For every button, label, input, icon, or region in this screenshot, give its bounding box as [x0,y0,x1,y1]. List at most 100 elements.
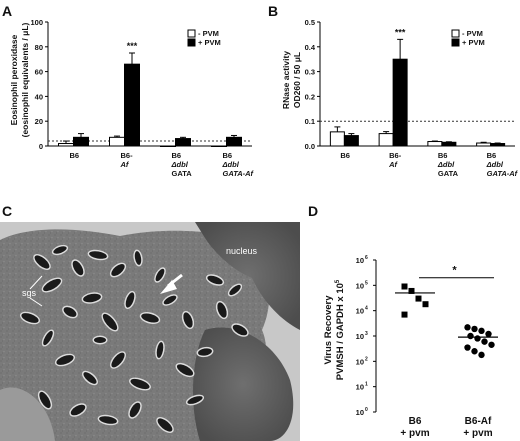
y-tick-label: 0.2 [305,92,315,101]
y-tick-exponent: 2 [365,356,368,362]
y-tick-label: 100 [30,18,43,27]
legend-swatch [451,38,460,47]
legend-label: - PVM [198,29,219,38]
y-tick-label: 80 [35,43,43,52]
granule-core [72,260,84,276]
y-tick-exponent: 6 [365,255,368,261]
granule [101,312,119,332]
y-tick-label: 0.4 [305,43,316,52]
white-arrow-icon [160,273,183,294]
data-point-circle [467,332,474,340]
bar [329,131,345,147]
group-label: GATA [172,169,193,178]
granule [51,244,69,256]
legend-label: + PVM [462,38,485,47]
granule [81,292,103,304]
granule [33,254,51,270]
data-point-circle [464,344,471,351]
group-label: B6- [389,151,402,160]
panel-d-ylabel-main: PVMSH / GAPDH x 10 [335,283,346,380]
specific-granules [19,244,249,433]
y-tick-base: 10 [356,256,364,265]
bar [109,136,125,147]
group-label: B6 [172,151,182,160]
group-label: B6 [487,151,497,160]
bar [226,136,242,147]
y-tick-label: 0 [39,142,43,151]
panel-d-ylabel: Virus Recovery PVMSH / GAPDH x 105 [323,279,346,380]
group-label: Af [120,160,130,169]
y-tick-label: 10 [356,281,364,290]
data-point-circle [471,325,478,333]
data-point-square [422,301,429,308]
y-tick-exponent: 3 [365,331,368,337]
electron-micrograph: nucleus sgs [0,222,300,441]
granule-core [232,324,248,336]
group-label-line2: + pvm [400,428,429,439]
granule-core [157,418,173,432]
granule-core [53,246,67,254]
panel-letter-a: A [2,3,12,19]
panel-a-ylabel-line2: (eosinophil equivalents / μL) [20,22,30,137]
bar [490,143,506,147]
y-tick-base: 10 [356,332,364,341]
y-tick-label: 0.5 [305,18,315,27]
data-point-square [401,283,408,290]
granule-core [155,268,165,282]
granule [110,351,126,369]
granule-core [207,275,223,285]
granule-core [34,255,50,269]
granule-core [70,404,86,416]
granule [129,377,151,391]
granule [156,417,174,433]
y-tick-label: 0.0 [305,142,315,151]
group-label: Δdbl [486,160,504,169]
granule-core [63,307,77,317]
data-point-circle [478,351,485,359]
group-label: B6 [70,151,80,160]
granule-core [156,342,164,358]
legend-label: - PVM [462,29,483,38]
granule [175,362,195,378]
panel-letter-b: B [268,3,278,19]
panel-d-ylabel-line2: PVMSH / GAPDH x 105 [335,279,346,380]
group-label: Δdbl [222,160,240,169]
y-tick-base: 10 [356,408,364,417]
bar [211,145,227,147]
granule-core [187,396,203,404]
granule [231,323,249,337]
nucleus-label: nucleus [226,246,258,256]
significance-marker: *** [395,27,406,37]
sgs-label: sgs [22,288,37,298]
data-point-circle [488,341,495,348]
granule-core [99,416,117,424]
granule [154,267,166,283]
granule [124,290,136,310]
panel-b-ylabel-line2: OD260 / 50 μL [292,52,302,108]
granule [215,300,229,320]
bar [427,141,443,147]
legend-swatch [451,29,460,38]
granule [155,340,165,360]
granule [19,311,41,325]
granule-core [102,313,118,331]
granule [181,310,195,330]
granule-core [94,337,106,343]
data-point-circle [464,324,471,331]
bar [73,136,89,147]
granule-core [125,292,135,308]
y-tick-label: 10 [356,332,364,341]
y-tick-label: 0.1 [305,117,315,126]
bar [441,141,457,147]
significance-marker: *** [127,41,138,51]
granule [82,370,98,386]
y-tick-label: 10 [356,256,364,265]
data-point-circle [474,335,481,342]
legend-label: + PVM [198,38,221,47]
y-tick-base: 10 [356,281,364,290]
panel-letter-d: D [308,203,318,219]
granule-core [183,312,193,328]
bar [160,145,176,147]
